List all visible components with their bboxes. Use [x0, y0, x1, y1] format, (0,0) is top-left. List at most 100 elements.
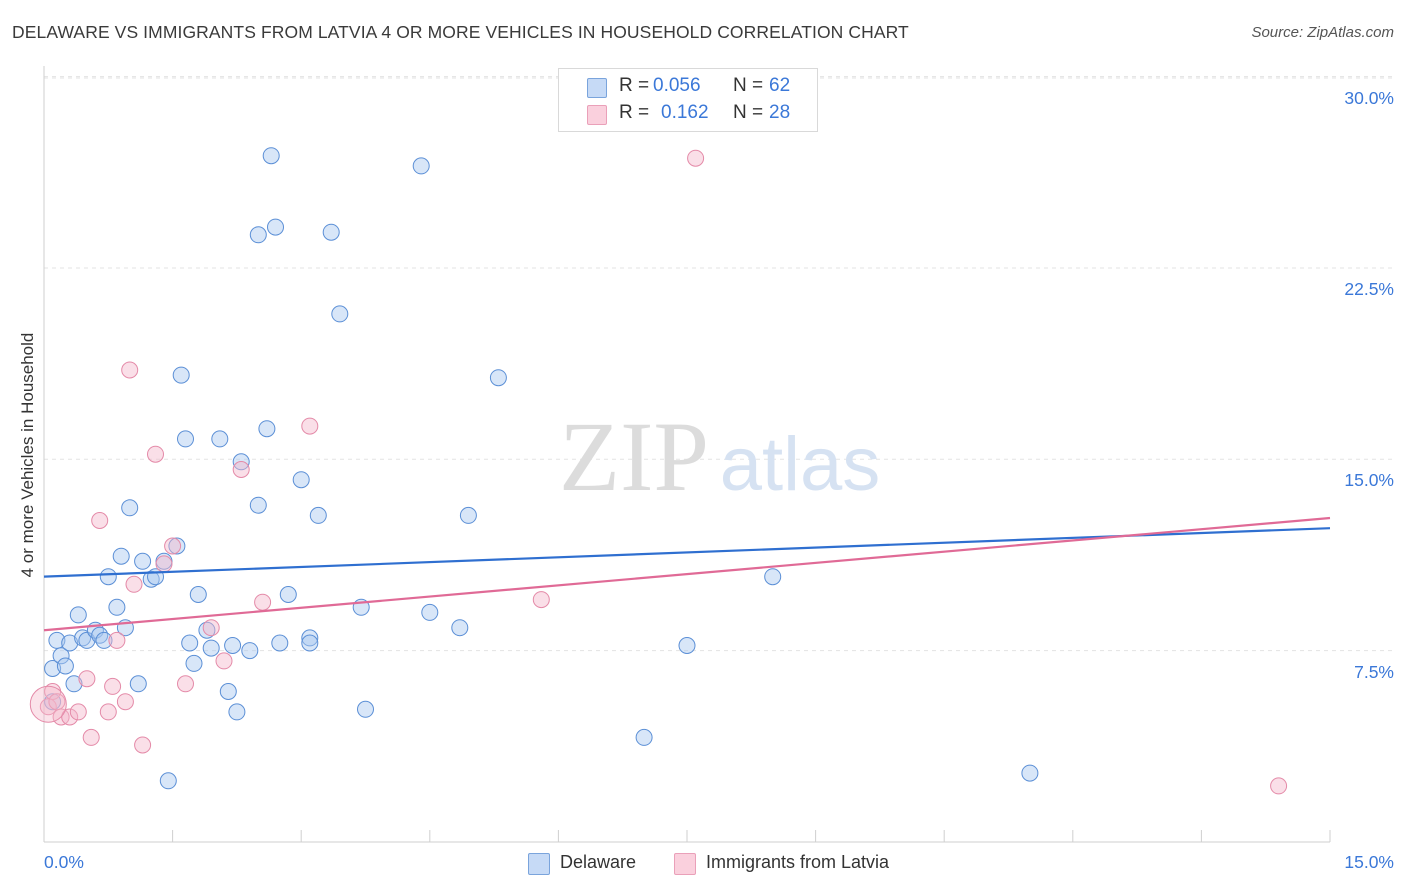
y-tick-label: 22.5% [1344, 279, 1394, 299]
latvia-point [69, 703, 87, 721]
latvia-point [29, 685, 67, 723]
delaware-point [48, 631, 66, 649]
legend-r-label: R = [619, 102, 650, 123]
delaware-point [112, 547, 130, 565]
delaware-point [56, 657, 74, 675]
delaware-point [185, 654, 203, 672]
watermark-atlas: atlas [720, 422, 881, 507]
latvia-point [1270, 777, 1288, 795]
delaware-point [249, 496, 267, 514]
latvia-point [155, 555, 173, 573]
latvia-point [82, 728, 100, 746]
delaware-point [61, 634, 79, 652]
delaware-point [181, 634, 199, 652]
delaware-point [211, 430, 229, 448]
delaware-point [241, 642, 259, 660]
delaware-point [108, 598, 126, 616]
delaware-point [224, 637, 242, 654]
delaware-point [44, 660, 62, 677]
grid-lines [44, 76, 1392, 652]
trend-lines [43, 516, 1331, 632]
delaware-point [451, 619, 469, 637]
delaware-point [489, 369, 507, 387]
axes [43, 66, 1331, 843]
latvia-point [134, 736, 152, 754]
legend-n-label: N = [733, 75, 764, 96]
delaware-point [279, 586, 297, 603]
delaware-point [322, 223, 340, 241]
delaware-point [258, 420, 276, 438]
latvia-point [202, 619, 220, 637]
delaware-point [421, 603, 439, 621]
delaware-point [267, 218, 284, 236]
delaware-point [69, 606, 87, 624]
watermark: ZIP atlas [559, 401, 880, 512]
latvia-point [532, 591, 550, 609]
delaware-point [202, 639, 220, 657]
delaware-point [52, 647, 70, 665]
delaware-point [134, 552, 152, 570]
x-tick-label: 15.0% [1344, 852, 1394, 872]
data-points [29, 147, 1288, 795]
latvia-point [108, 631, 126, 649]
latvia-point [687, 149, 705, 167]
latvia-point [164, 537, 182, 555]
legend-n-value: 62 [769, 75, 791, 96]
delaware-point [412, 157, 430, 175]
latvia-point [104, 677, 122, 695]
delaware-point [764, 568, 782, 586]
y-tick-label: 7.5% [1354, 662, 1394, 682]
delaware-point [168, 537, 186, 555]
delaware-point [65, 675, 83, 693]
latvia-point [116, 693, 134, 711]
delaware-point [189, 586, 207, 603]
legend-n-label: N = [733, 102, 764, 123]
delaware-point [331, 305, 349, 323]
delaware-point [95, 631, 113, 649]
chart-title: DELAWARE VS IMMIGRANTS FROM LATVIA 4 OR … [12, 22, 909, 42]
delaware-point [219, 683, 237, 700]
latvia-point [61, 708, 79, 726]
latvia-trend-line [43, 516, 1331, 632]
delaware-point [635, 728, 653, 746]
watermark-zip: ZIP [559, 401, 709, 512]
bottom-legend-label: Delaware [560, 852, 637, 872]
latvia-point [232, 461, 250, 478]
stats-legend: R = 0.056 N = 62 R = 0.162 N = 28 [558, 68, 818, 132]
delaware-point [129, 675, 147, 693]
latvia-point [147, 445, 164, 463]
latvia-point [99, 703, 117, 721]
legend-r-label: R = [619, 75, 650, 96]
delaware-point [678, 637, 696, 654]
delaware-point [121, 499, 139, 517]
x-tick-label: 0.0% [44, 852, 84, 872]
delaware-point [459, 506, 477, 524]
chart-source: Source: ZipAtlas.com [1251, 24, 1394, 41]
latvia-point [215, 652, 233, 670]
delaware-point [99, 568, 117, 586]
delaware-point [271, 634, 289, 652]
delaware-point [172, 366, 190, 384]
latvia-point [301, 417, 319, 435]
y-axis-label: 4 or more Vehicles in Household [18, 332, 37, 578]
latvia-point [121, 361, 139, 379]
latvia-point [125, 575, 143, 593]
legend-swatch-delaware [587, 78, 607, 98]
latvia-point [177, 675, 194, 693]
latvia-point [254, 593, 272, 611]
bottom-legend-label: Immigrants from Latvia [706, 852, 890, 872]
y-tick-label: 30.0% [1344, 88, 1394, 108]
delaware-point [228, 703, 246, 721]
delaware-point [357, 700, 374, 718]
latvia-point [91, 512, 109, 529]
legend-r-value: 0.056 [653, 75, 701, 96]
legend-n-value: 28 [769, 102, 791, 123]
delaware-point [301, 629, 319, 647]
y-tick-label: 15.0% [1344, 470, 1394, 490]
legend-r-value: 0.162 [661, 102, 709, 123]
delaware-point [249, 226, 267, 244]
bottom-legend-swatch-latvia [674, 853, 696, 875]
latvia-point [78, 670, 96, 688]
delaware-point [309, 506, 327, 524]
